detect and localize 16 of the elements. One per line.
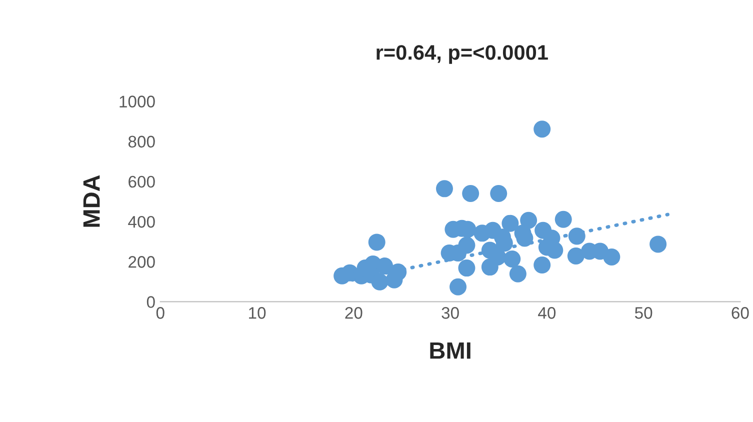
y-tick-label: 0 xyxy=(146,296,155,308)
x-tick-label: 50 xyxy=(634,307,652,319)
y-tick-label: 400 xyxy=(128,216,155,228)
y-tick-label: 1000 xyxy=(120,96,155,108)
x-axis-title: BMI xyxy=(430,342,470,359)
chart-title: r=0.64, p=<0.0001 xyxy=(376,45,548,64)
y-tick-label: 800 xyxy=(128,136,155,148)
x-tick-label: 0 xyxy=(156,307,164,319)
y-tick-label: 200 xyxy=(128,256,155,268)
x-tick-label: 60 xyxy=(732,307,749,319)
x-tick-label: 30 xyxy=(442,307,459,319)
y-tick-label: 600 xyxy=(128,176,155,188)
x-tick-label: 20 xyxy=(345,307,362,319)
x-tick-label: 40 xyxy=(538,307,556,319)
x-tick-label: 10 xyxy=(249,307,266,319)
y-axis-title: MDA xyxy=(83,175,100,227)
